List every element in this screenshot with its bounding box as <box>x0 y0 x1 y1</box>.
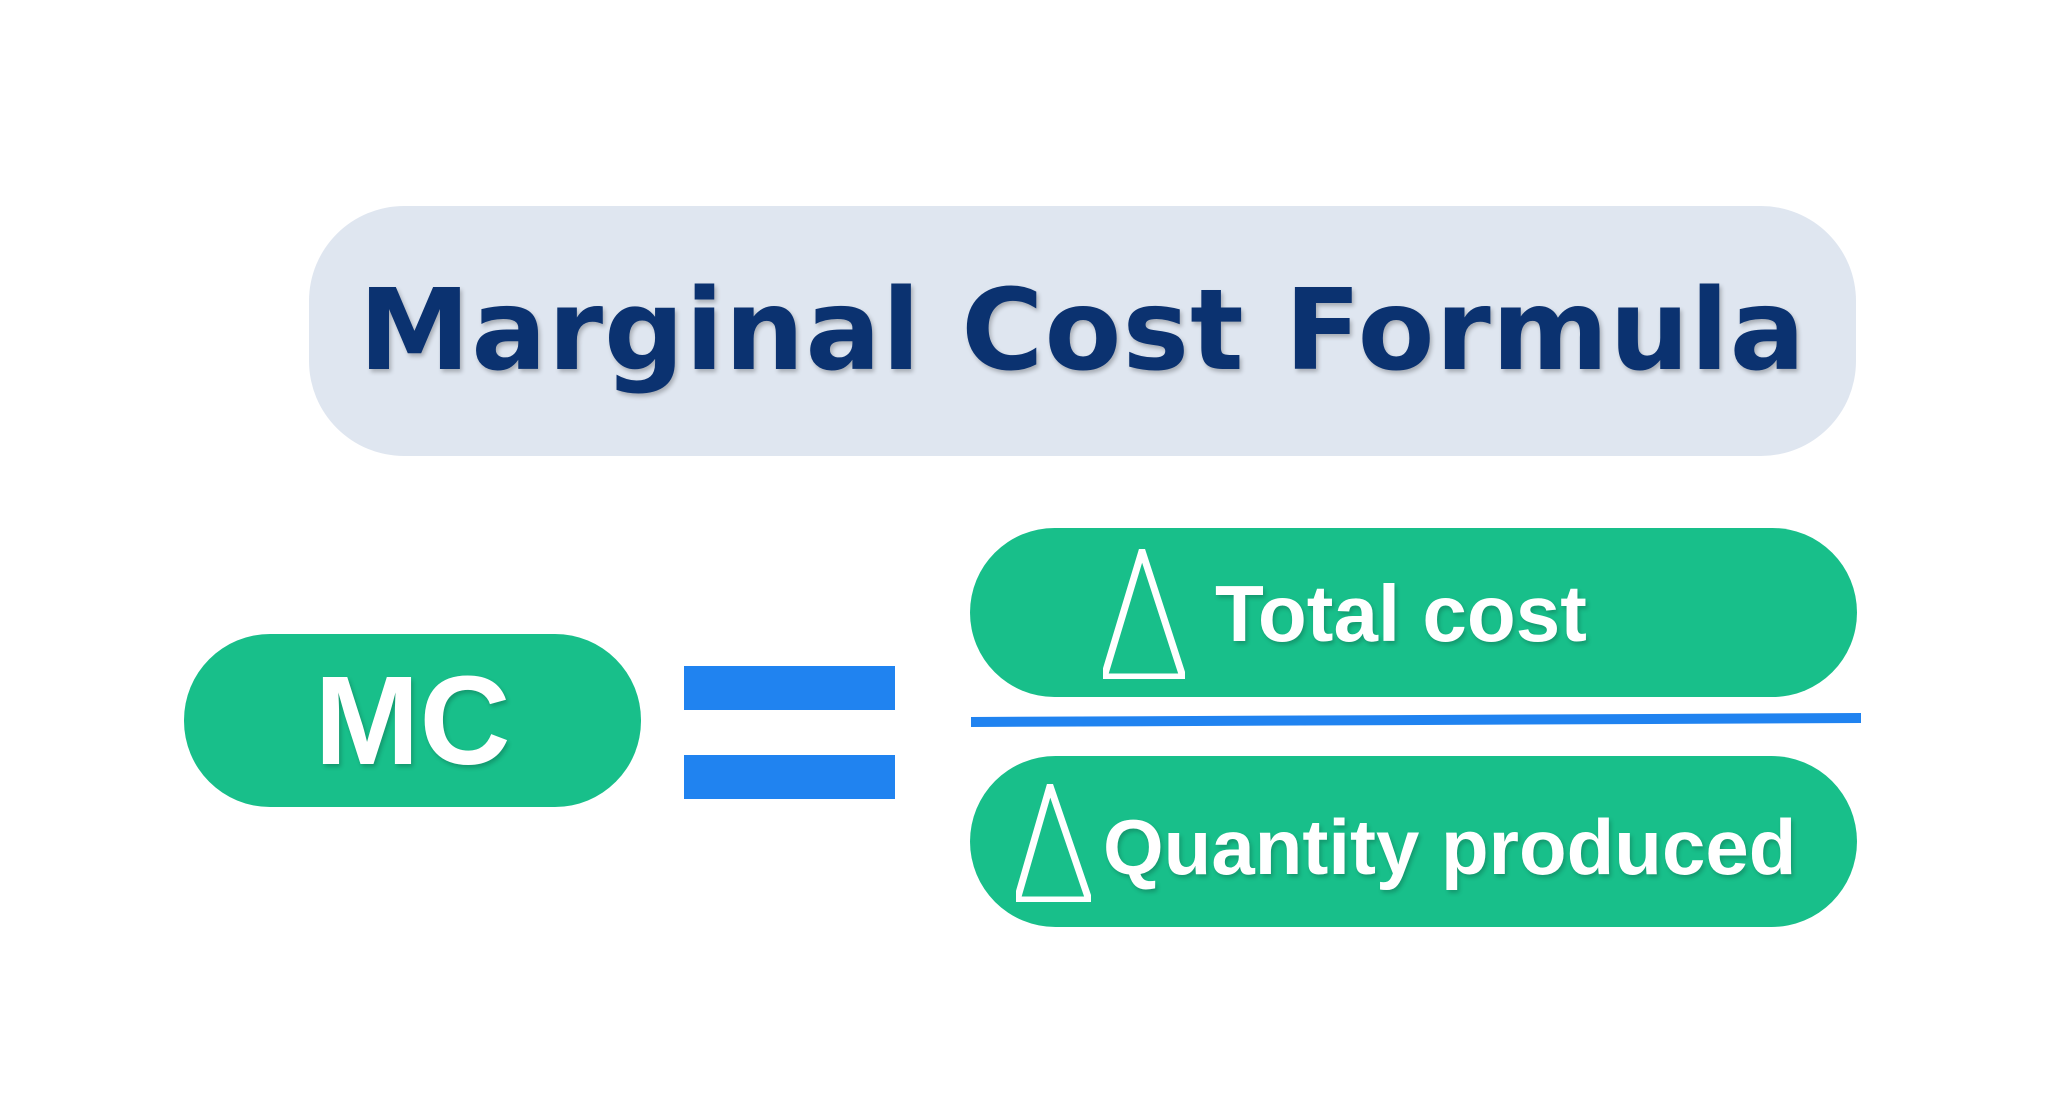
title-banner: Marginal Cost Formula <box>309 206 1856 456</box>
mc-label: MC <box>314 650 511 791</box>
equals-sign-bottom-bar <box>684 755 895 799</box>
delta-icon <box>1103 549 1185 679</box>
fraction-line <box>971 713 1861 727</box>
denominator-pill: Quantity produced <box>970 756 1857 927</box>
equals-sign-top-bar <box>684 666 895 710</box>
delta-icon <box>1016 784 1091 902</box>
denominator-text: Quantity produced <box>1103 803 1797 891</box>
page-title: Marginal Cost Formula <box>358 266 1807 396</box>
mc-pill: MC <box>184 634 641 807</box>
numerator-pill: Total cost <box>970 528 1857 697</box>
numerator-text: Total cost <box>1215 569 1587 658</box>
